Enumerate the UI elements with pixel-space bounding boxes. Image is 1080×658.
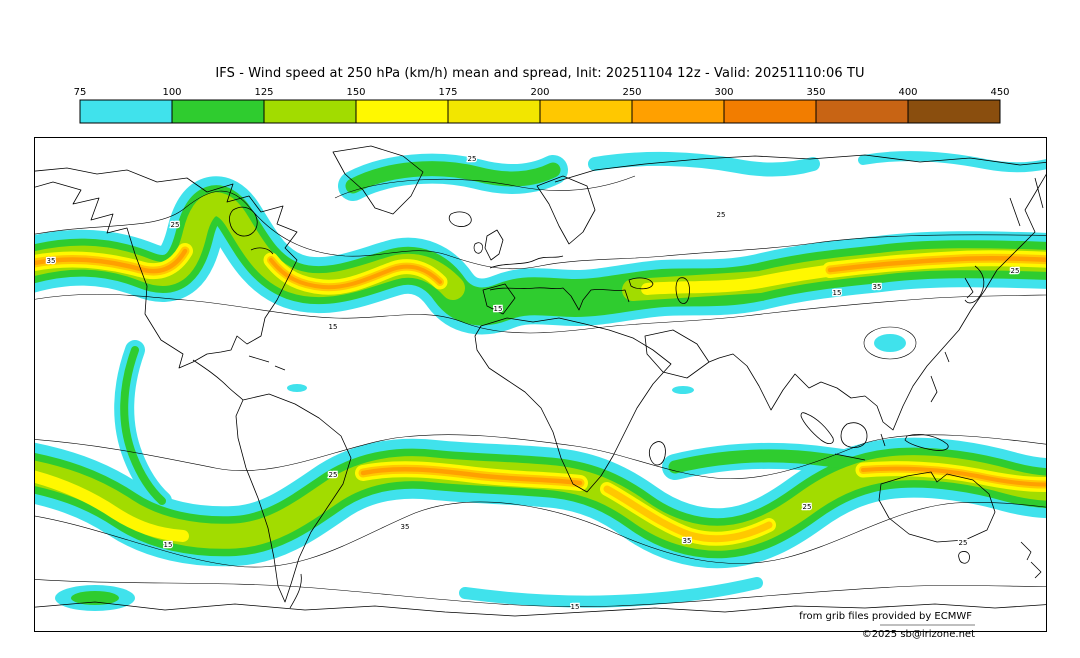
colorbar-tick: 300 bbox=[714, 87, 733, 98]
contour-label: 15 bbox=[571, 603, 580, 611]
coast-korea bbox=[964, 277, 974, 299]
coast-madagascar bbox=[648, 441, 666, 466]
credit-source: from grib files provided by ECMWF bbox=[799, 611, 972, 622]
coast-africa bbox=[474, 317, 672, 493]
colorbar-tick: 250 bbox=[622, 87, 641, 98]
spread-contour bbox=[14, 190, 1076, 270]
world-map: 25 35 25 15 15 25 15 25 35 15 25 35 15 3… bbox=[34, 137, 1047, 632]
colorbar-tick: 150 bbox=[346, 87, 365, 98]
colorbar-tick: 75 bbox=[74, 87, 87, 98]
colorbar-segment bbox=[723, 99, 817, 124]
colorbar-tick: 350 bbox=[806, 87, 825, 98]
coast-europe-north bbox=[489, 255, 564, 269]
colorbar-tick: 200 bbox=[530, 87, 549, 98]
coast-asia-north bbox=[554, 154, 1051, 183]
colorbar-segment bbox=[79, 99, 173, 124]
spread-contour bbox=[14, 577, 1076, 607]
contour-label: 15 bbox=[833, 289, 842, 297]
coast-new-zealand bbox=[1020, 541, 1042, 579]
spread-contour bbox=[334, 175, 636, 199]
coast-iceland bbox=[448, 211, 472, 227]
coast-asia-south bbox=[708, 353, 866, 411]
coast-iberia bbox=[482, 283, 516, 315]
colorbar-tick: 175 bbox=[438, 87, 457, 98]
contour-label: 25 bbox=[717, 211, 726, 219]
coast-central-america bbox=[192, 359, 244, 401]
coast-arabia bbox=[644, 329, 710, 379]
coast-borneo bbox=[840, 422, 868, 448]
contour-label: 15 bbox=[494, 305, 503, 313]
contour-label: 35 bbox=[873, 283, 882, 291]
coast-java-sulawesi bbox=[834, 433, 886, 461]
colorbar-segment bbox=[907, 99, 1001, 124]
coast-caribbean bbox=[248, 355, 286, 371]
colorbar-segment bbox=[447, 99, 541, 124]
spread-contour bbox=[14, 293, 1076, 334]
coast-kamchatka bbox=[1009, 177, 1044, 227]
coast-black-sea bbox=[628, 277, 654, 290]
coast-tasmania bbox=[958, 551, 970, 564]
coast-asia-east bbox=[864, 167, 1051, 431]
contour-labels: 25 35 25 15 15 25 15 25 35 15 25 35 15 3… bbox=[45, 154, 1020, 613]
colorbar: 75 100 125 150 175 200 250 300 350 400 4… bbox=[74, 87, 1010, 124]
coast-japan bbox=[964, 265, 985, 304]
colorbar-tick: 450 bbox=[990, 87, 1009, 98]
coast-south-america bbox=[235, 393, 352, 603]
page-title: IFS - Wind speed at 250 hPa (km/h) mean … bbox=[215, 66, 865, 81]
colorbar-tick: 400 bbox=[898, 87, 917, 98]
coast-australia bbox=[878, 471, 996, 543]
band-75 bbox=[672, 386, 694, 394]
contour-label: 25 bbox=[959, 539, 968, 547]
coast-north-america bbox=[24, 167, 298, 369]
coast-great-lakes bbox=[250, 247, 274, 255]
band-75 bbox=[863, 156, 1046, 167]
coast-europe-mediterranean bbox=[489, 287, 630, 311]
colorbar-ticks: 75 100 125 150 175 200 250 300 350 400 4… bbox=[74, 87, 1010, 98]
contour-label: 35 bbox=[401, 523, 410, 531]
contour-label: 35 bbox=[47, 257, 56, 265]
wind-speed-bands bbox=[35, 156, 1046, 611]
coastlines bbox=[24, 145, 1057, 617]
coast-british-isles bbox=[473, 229, 504, 261]
band-75 bbox=[874, 334, 906, 352]
contour-label: 15 bbox=[164, 541, 173, 549]
map-canvas: 25 35 25 15 15 25 15 25 35 15 25 35 15 3… bbox=[14, 145, 1076, 626]
contour-label: 25 bbox=[1011, 267, 1020, 275]
spread-contour-ring bbox=[863, 326, 917, 360]
coast-hudson-bay bbox=[229, 206, 258, 237]
colorbar-tick: 100 bbox=[162, 87, 181, 98]
band-75 bbox=[595, 159, 813, 170]
contour-label: 25 bbox=[468, 155, 477, 163]
band-75 bbox=[287, 384, 307, 392]
coast-sumatra bbox=[800, 412, 834, 444]
colorbar-segment bbox=[815, 99, 909, 124]
colorbar-tick: 125 bbox=[254, 87, 273, 98]
contour-label: 15 bbox=[329, 323, 338, 331]
spread-contour bbox=[14, 434, 1076, 480]
coast-taiwan-philippines bbox=[930, 351, 950, 403]
colorbar-segment bbox=[631, 99, 725, 124]
contour-label: 25 bbox=[171, 221, 180, 229]
coast-new-guinea bbox=[904, 434, 949, 451]
contour-label: 25 bbox=[803, 503, 812, 511]
colorbar-segment bbox=[263, 99, 357, 124]
colorbar-segment bbox=[171, 99, 265, 124]
coast-scandinavia bbox=[536, 175, 596, 245]
credit-copyright: ©2025 sb@irizone.net bbox=[861, 629, 975, 640]
band-75 bbox=[465, 583, 757, 602]
coast-antarctic-peninsula bbox=[289, 573, 302, 609]
spread-contours bbox=[14, 175, 1076, 626]
colorbar-segment bbox=[539, 99, 633, 124]
coast-caspian-sea bbox=[675, 277, 690, 304]
coast-greenland bbox=[332, 145, 424, 215]
spread-contour bbox=[14, 501, 1076, 568]
contour-label: 25 bbox=[329, 471, 338, 479]
contour-label: 35 bbox=[683, 537, 692, 545]
band-100 bbox=[71, 591, 119, 605]
coast-antarctica bbox=[24, 601, 1057, 617]
colorbar-segments bbox=[79, 99, 1001, 124]
colorbar-segment bbox=[355, 99, 449, 124]
